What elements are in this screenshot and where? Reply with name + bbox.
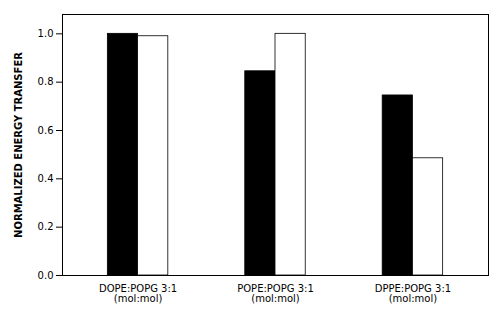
svg-text:DPPE:POPG 3:1(mol:mol): DPPE:POPG 3:1(mol:mol): [375, 283, 451, 304]
svg-text:0.0: 0.0: [38, 270, 54, 281]
svg-text:POPE:POPG 3:1(mol:mol): POPE:POPG 3:1(mol:mol): [237, 283, 314, 304]
svg-text:DOPE:POPG 3:1(mol:mol): DOPE:POPG 3:1(mol:mol): [99, 283, 177, 304]
svg-text:0.6: 0.6: [38, 125, 54, 136]
svg-text:0.4: 0.4: [38, 173, 54, 184]
svg-text:1.0: 1.0: [38, 28, 54, 39]
svg-text:0.2: 0.2: [38, 221, 54, 232]
svg-text:0.8: 0.8: [38, 76, 54, 87]
svg-text:NORMALIZED ENERGY TRANSFER: NORMALIZED ENERGY TRANSFER: [13, 52, 24, 238]
